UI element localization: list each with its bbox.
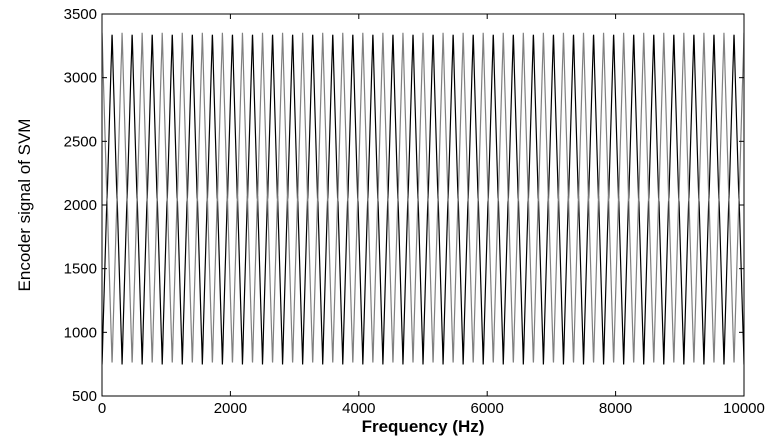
y-tick-label: 2500	[64, 133, 97, 150]
y-tick-label: 1500	[64, 261, 97, 278]
series-line-2	[102, 32, 744, 363]
plot-frame	[101, 13, 745, 397]
y-tick-label: 3500	[64, 6, 97, 23]
x-tick-label: 8000	[599, 400, 632, 417]
y-tick-label: 2000	[64, 197, 97, 214]
x-tick-label: 6000	[471, 400, 504, 417]
y-axis: 500 1000 1500 2000 2500 3000 3500	[64, 6, 744, 405]
x-tick-label: 0	[98, 400, 106, 417]
y-tick-label: 3000	[64, 70, 97, 87]
series-group	[102, 32, 744, 365]
x-tick-label: 10000	[723, 400, 765, 417]
y-axis-title: Encoder signal of SVM	[15, 119, 34, 292]
y-tick-label: 500	[72, 388, 97, 405]
x-tick-label: 4000	[342, 400, 375, 417]
x-axis-title: Frequency (Hz)	[362, 417, 485, 436]
x-tick-label: 2000	[214, 400, 247, 417]
x-axis: 0 2000 4000 6000 8000 10000	[98, 14, 765, 417]
y-tick-label: 1000	[64, 324, 97, 341]
series-line-1	[102, 34, 744, 365]
